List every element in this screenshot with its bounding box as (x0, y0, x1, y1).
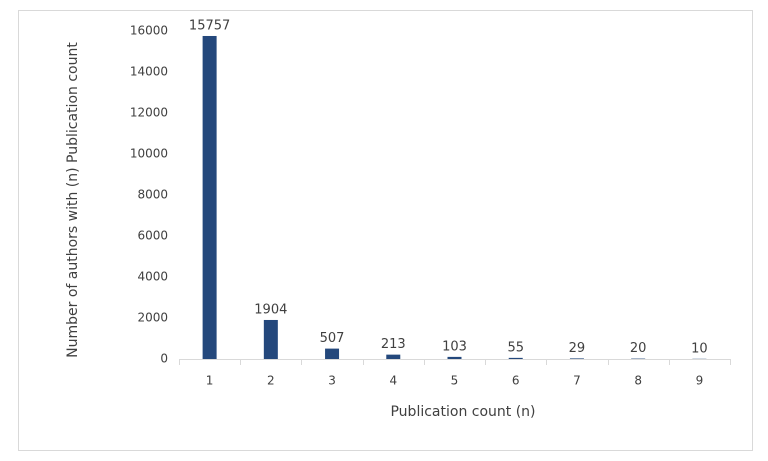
y-axis-label: Number of authors with (n) Publication c… (65, 42, 81, 358)
x-tick-label: 9 (696, 374, 704, 388)
y-tick-label: 12000 (130, 106, 168, 120)
y-tick-label: 4000 (137, 270, 168, 284)
data-label: 29 (569, 341, 586, 356)
data-label: 15757 (189, 18, 230, 33)
y-tick-label: 14000 (130, 65, 168, 79)
data-label: 213 (381, 337, 406, 352)
x-tick-label: 1 (206, 374, 214, 388)
y-tick-label: 10000 (130, 147, 168, 161)
data-label: 20 (630, 341, 647, 356)
y-tick-label: 6000 (137, 229, 168, 243)
y-tick-label: 2000 (137, 311, 168, 325)
x-tick-label: 8 (634, 374, 642, 388)
data-label: 55 (507, 340, 524, 355)
bar (202, 35, 217, 359)
bar (447, 356, 462, 359)
x-tick-label: 7 (573, 374, 581, 388)
y-tick-label: 0 (160, 352, 168, 366)
bar (325, 348, 340, 359)
x-axis-label: Publication count (n) (390, 404, 535, 420)
data-label: 507 (320, 331, 345, 346)
x-tick-label: 3 (328, 374, 336, 388)
y-tick-label: 16000 (130, 24, 168, 38)
bar (263, 319, 278, 359)
bar (508, 357, 523, 359)
chart-border (18, 10, 753, 451)
x-tick-label: 4 (389, 374, 397, 388)
data-label: 10 (691, 341, 708, 356)
y-tick-label: 8000 (137, 188, 168, 202)
x-tick-label: 5 (451, 374, 459, 388)
x-tick-label: 2 (267, 374, 275, 388)
bar (386, 354, 401, 359)
data-label: 1904 (254, 302, 287, 317)
x-tick-label: 6 (512, 374, 520, 388)
data-label: 103 (442, 339, 467, 354)
bar (569, 358, 584, 359)
